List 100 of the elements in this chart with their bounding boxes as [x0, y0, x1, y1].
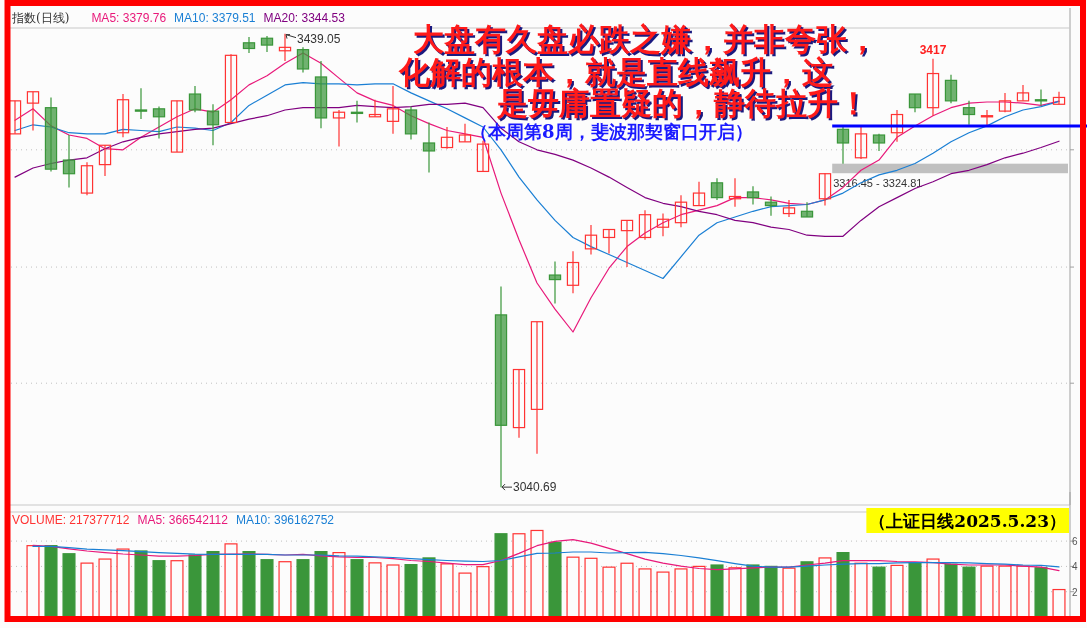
candlestick — [584, 224, 598, 256]
bar — [854, 562, 868, 618]
bar — [998, 565, 1012, 618]
bar — [476, 566, 490, 618]
candlestick — [1034, 88, 1048, 107]
candlestick — [368, 99, 382, 118]
bar — [368, 562, 382, 618]
bar — [872, 566, 886, 618]
bar — [1052, 588, 1066, 618]
bar — [944, 563, 958, 618]
candlestick — [962, 100, 976, 126]
bar — [170, 560, 184, 618]
candlestick — [548, 260, 562, 305]
annotation: 3040.69 — [513, 480, 557, 495]
candlestick — [890, 109, 904, 143]
candlestick — [386, 85, 400, 135]
bar — [710, 564, 724, 618]
bar — [728, 567, 742, 618]
bar — [296, 559, 310, 618]
candlestick — [908, 93, 922, 113]
annotation: 3439.05 — [297, 31, 341, 46]
bar — [962, 566, 976, 618]
bar — [206, 551, 220, 618]
candlestick — [26, 91, 40, 132]
bar — [926, 558, 940, 618]
bar — [224, 543, 238, 618]
annotation: 3417 — [919, 42, 947, 57]
candlestick — [638, 209, 652, 241]
candlestick — [188, 85, 202, 113]
bar — [386, 564, 400, 618]
candlestick — [530, 321, 544, 455]
bar — [674, 568, 688, 618]
bar — [494, 533, 508, 618]
series-label: VOLUME: 217377712 — [12, 513, 130, 527]
candlestick — [656, 212, 670, 237]
candlestick — [62, 134, 76, 188]
candlestick — [80, 161, 94, 196]
candlestick — [458, 123, 472, 143]
line-series — [32, 545, 1060, 568]
candlestick — [8, 100, 22, 135]
bar — [350, 559, 364, 618]
bar — [1016, 565, 1030, 618]
candlestick — [728, 177, 742, 208]
candlestick — [620, 219, 634, 268]
bar — [116, 548, 130, 618]
bar — [152, 560, 166, 618]
candlestick — [800, 201, 814, 218]
bar — [584, 557, 598, 618]
bar — [818, 557, 832, 618]
bar — [602, 566, 616, 618]
candlestick — [692, 181, 706, 207]
candlestick — [980, 109, 994, 127]
candlestick — [926, 58, 940, 117]
text: MA5: 3379.76 — [91, 11, 167, 25]
candlestick — [998, 92, 1012, 113]
bar — [260, 559, 274, 618]
text: MA20: 3344.53 — [263, 11, 346, 25]
bar — [1034, 567, 1048, 618]
bar — [80, 562, 94, 618]
bar — [44, 545, 58, 618]
candlestick — [710, 177, 724, 201]
bar — [512, 533, 526, 618]
candlestick — [278, 33, 292, 62]
candlestick — [170, 100, 184, 153]
candlestick — [818, 172, 832, 207]
bar — [836, 552, 850, 618]
bar — [692, 565, 706, 618]
candlestick — [332, 109, 346, 147]
candlestick — [242, 36, 256, 54]
bar — [26, 545, 40, 618]
candlestick — [836, 126, 850, 165]
bar — [782, 567, 796, 618]
bar — [458, 572, 472, 618]
candlestick — [134, 87, 148, 120]
candlestick — [404, 105, 418, 141]
bar — [566, 556, 580, 618]
candlestick — [566, 250, 580, 294]
bar — [188, 554, 202, 618]
bar — [278, 561, 292, 618]
candlestick — [944, 74, 958, 104]
candlestick — [206, 103, 220, 146]
y-tick-label: 2 — [1072, 586, 1078, 598]
candlestick — [116, 93, 130, 138]
bar — [530, 529, 544, 618]
bar — [656, 571, 670, 618]
bar — [638, 568, 652, 618]
text: 指数(日线) — [11, 11, 70, 25]
text: MA5: 366542112 — [137, 513, 229, 527]
text: MA10: 396162752 — [235, 513, 335, 527]
candlestick — [746, 185, 760, 206]
candlestick — [602, 228, 616, 255]
y-tick-label: 6 — [1072, 536, 1078, 548]
bar — [404, 564, 418, 618]
bar — [908, 562, 922, 618]
bar — [890, 564, 904, 618]
bar — [62, 553, 76, 618]
bar — [800, 561, 814, 618]
bar — [98, 558, 112, 618]
candlestick — [152, 105, 166, 140]
candlestick — [674, 194, 688, 228]
